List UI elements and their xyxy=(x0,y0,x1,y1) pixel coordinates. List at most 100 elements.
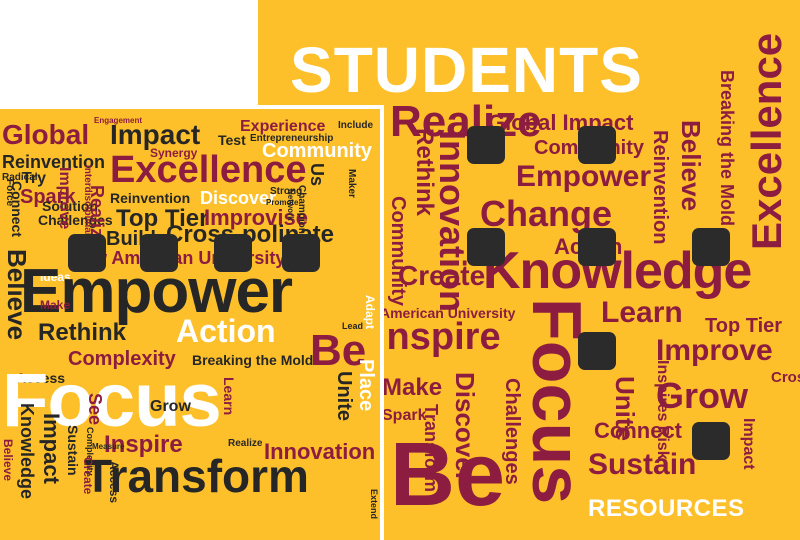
word-measure: Measure xyxy=(92,442,125,451)
word-american-university: American University xyxy=(380,305,516,321)
word-force-v: Force xyxy=(4,179,15,207)
word-top-tier: Top Tier xyxy=(705,315,783,337)
placeholder-square xyxy=(68,234,106,272)
word-complexity: Complexity xyxy=(68,348,176,370)
word-make: Make xyxy=(382,374,443,401)
word-inspires-risk-v: Inspires Risk xyxy=(654,360,671,460)
word-change: Change xyxy=(480,193,613,234)
word-us-v: Us xyxy=(307,163,327,187)
word-spark: Spark xyxy=(20,186,76,208)
word-lead: Lead xyxy=(342,321,364,331)
word-synergy: Synergy xyxy=(150,146,198,160)
word-see-v: See xyxy=(85,393,105,426)
word-promote: Promote xyxy=(266,198,299,207)
word-sustain-v: Sustain xyxy=(65,425,81,476)
word-inspire: Inspire xyxy=(104,431,183,458)
word-challenges: Challenges xyxy=(38,212,113,228)
word-sustain: Sustain xyxy=(588,448,697,481)
word-global: Global xyxy=(2,119,90,150)
word-excellence-vu: Excellence xyxy=(743,32,790,250)
word-focus-v: Focus xyxy=(518,298,596,505)
word-inspire: Inspire xyxy=(376,316,501,358)
placeholder-square xyxy=(140,234,178,272)
word-learn: Learn xyxy=(601,296,683,329)
word-learn-v: Learn xyxy=(221,377,237,416)
placeholder-square xyxy=(692,228,730,266)
word-excellence: Excellence xyxy=(110,149,307,191)
word-access2-v: Access xyxy=(107,461,121,504)
word-impact-v: Impact xyxy=(740,418,757,470)
word-believe-v: Believe xyxy=(676,120,706,212)
word-grow: Grow xyxy=(656,375,749,416)
word-discover-v: Discover xyxy=(450,372,480,482)
word-improve-v: Improve xyxy=(56,167,73,230)
word-place-v: Place xyxy=(355,359,377,412)
placeholder-square xyxy=(578,332,616,370)
word-create-v: Create xyxy=(81,457,95,495)
word-realize: Realize xyxy=(390,97,542,146)
word-be: Be xyxy=(390,425,506,525)
word-empower: Empower xyxy=(516,160,652,193)
word-community: Community xyxy=(262,140,372,162)
word-innovation-v: Innovation xyxy=(432,130,473,312)
word-unite-v: Unite xyxy=(610,376,640,441)
word-cloud-panel: Engagement Global Impact Test Experience… xyxy=(0,105,384,540)
word-include: Include xyxy=(338,120,374,131)
placeholder-square xyxy=(467,228,505,266)
word-ideas: Ideas xyxy=(40,270,71,284)
word-reinvention: Reinvention xyxy=(2,152,106,172)
word-breaking-the-mold: Breaking the Mold xyxy=(192,352,314,368)
word-adapt-v: Adapt xyxy=(363,295,377,329)
word-knowledge-v: Knowledge xyxy=(17,403,37,500)
word-engagement: Engagement xyxy=(94,116,143,125)
word-improvise: Improvise xyxy=(204,205,308,230)
word-improve: Improve xyxy=(656,334,773,367)
word-transform: Transform xyxy=(84,450,309,502)
word-change-v: Change xyxy=(119,287,129,321)
word-extend-v: Extend xyxy=(369,489,379,520)
word-reinvention2: Reinvention xyxy=(110,190,191,206)
word-unite-v: Unite xyxy=(333,371,355,421)
word-connect: Connect xyxy=(594,418,682,443)
word-test: Test xyxy=(218,132,246,148)
word-strong: Strong xyxy=(270,186,303,197)
word-transform-v: Transform xyxy=(421,404,441,493)
word-top-tier: Top Tier xyxy=(116,205,209,232)
word-believe-v: Believe xyxy=(2,249,32,341)
placeholder-square xyxy=(214,234,252,272)
word-entrepreneurship: Entrepreneurship xyxy=(250,133,334,144)
word-believe2-v: Believe xyxy=(1,439,15,482)
word-community-v: Community xyxy=(387,196,409,306)
placeholder-square xyxy=(282,234,320,272)
word-spark: Spark xyxy=(382,407,427,424)
word-be: Be xyxy=(310,326,367,375)
word-impact: Impact xyxy=(110,119,201,150)
word-make: Make xyxy=(40,298,71,312)
word-action: Action xyxy=(176,313,276,349)
word-cross-polinate[interactable]: Cross-polinate xyxy=(771,369,800,386)
word-rethink-v: Rethink xyxy=(411,128,438,217)
word-network-v: Network xyxy=(286,189,295,221)
word-champion-v: Champion xyxy=(296,185,307,234)
word-radical: Radical xyxy=(2,172,38,183)
word-rethink: Rethink xyxy=(38,319,127,346)
word-discover: Discover xyxy=(200,188,277,208)
word-reinvention-v: Reinvention xyxy=(649,130,671,245)
word-realize2: Realize xyxy=(228,438,263,449)
students-title: STUDENTS xyxy=(290,34,643,106)
word-impact2-v: Impact xyxy=(39,413,64,484)
placeholder-square xyxy=(578,126,616,164)
word-experience: Experience xyxy=(240,118,326,135)
word-focus: Focus xyxy=(2,358,222,443)
placeholder-square xyxy=(467,126,505,164)
resources-label: RESOURCES xyxy=(588,495,745,522)
placeholder-square xyxy=(692,422,730,460)
word-solution: Solution xyxy=(42,198,98,214)
word-access: Access xyxy=(16,370,66,386)
word-maker-v: Maker xyxy=(346,169,357,198)
word-create: Create xyxy=(398,260,486,291)
word-innovation: Innovation xyxy=(264,439,376,464)
word-grow: Grow xyxy=(150,398,191,415)
word-breaking-the-mold-v: Breaking the Mold xyxy=(717,70,737,227)
word-try: Try xyxy=(22,170,47,187)
